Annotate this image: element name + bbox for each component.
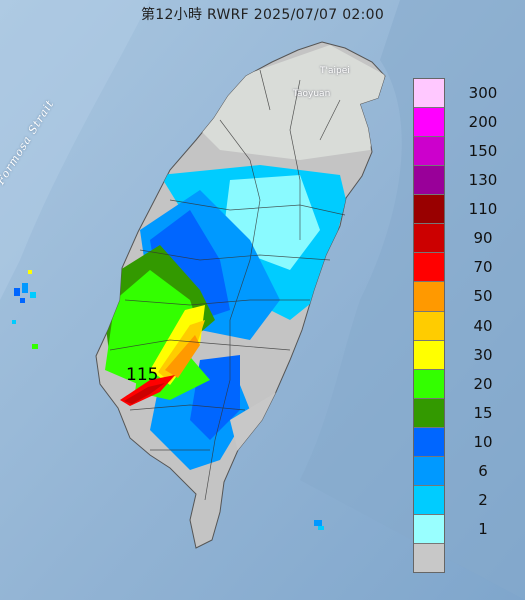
legend-swatch [414, 544, 444, 573]
rainfall-overlay [105, 45, 385, 470]
legend-value: 15 [473, 403, 493, 422]
legend-swatch [414, 108, 444, 138]
legend-swatch [414, 282, 444, 312]
legend-value: 110 [468, 200, 498, 219]
legend-value: 40 [473, 316, 493, 335]
max-rainfall-label: 115 [126, 365, 159, 385]
legend-swatch [414, 514, 444, 544]
legend-value: 30 [473, 345, 493, 364]
legend-swatch [414, 224, 444, 254]
legend-value: 70 [473, 258, 493, 277]
legend-value: 200 [468, 112, 498, 131]
legend-swatch [414, 253, 444, 283]
legend-value: 2 [478, 491, 488, 510]
legend-value: 50 [473, 287, 493, 306]
legend-labels: 300 200 150 130 110 90 70 50 40 30 20 15 10 6 2 1 [451, 78, 515, 573]
legend-swatch [414, 340, 444, 370]
legend-value [451, 544, 515, 573]
legend-value: 90 [473, 229, 493, 248]
legend-value: 150 [468, 141, 498, 160]
boundary-lines [109, 69, 346, 501]
legend-swatch [414, 79, 444, 109]
legend-swatches [413, 78, 445, 573]
legend-value: 20 [473, 374, 493, 393]
legend-swatch [414, 485, 444, 515]
legend-value: 130 [468, 170, 498, 189]
legend-swatch [414, 166, 444, 196]
legend-swatch [414, 398, 444, 428]
map-title: 第12小時 RWRF 2025/07/07 02:00 [140, 7, 385, 23]
legend-swatch [414, 427, 444, 457]
legend-value: 6 [478, 462, 488, 481]
rainfall-legend: 300 200 150 130 110 90 70 50 40 30 20 15 10 6 2 1 [413, 78, 517, 573]
green-island [314, 520, 322, 526]
penghu-islands [12, 270, 38, 349]
legend-value: 1 [478, 520, 488, 539]
legend-swatch [414, 137, 444, 167]
legend-value: 300 [468, 83, 498, 102]
legend-swatch [414, 456, 444, 486]
taipei-label: T'aipei [320, 66, 350, 76]
legend-swatch [414, 195, 444, 225]
legend-swatch [414, 311, 444, 341]
taoyuan-label: Taoyuan [293, 89, 331, 99]
legend-swatch [414, 369, 444, 399]
legend-value: 10 [473, 433, 493, 452]
